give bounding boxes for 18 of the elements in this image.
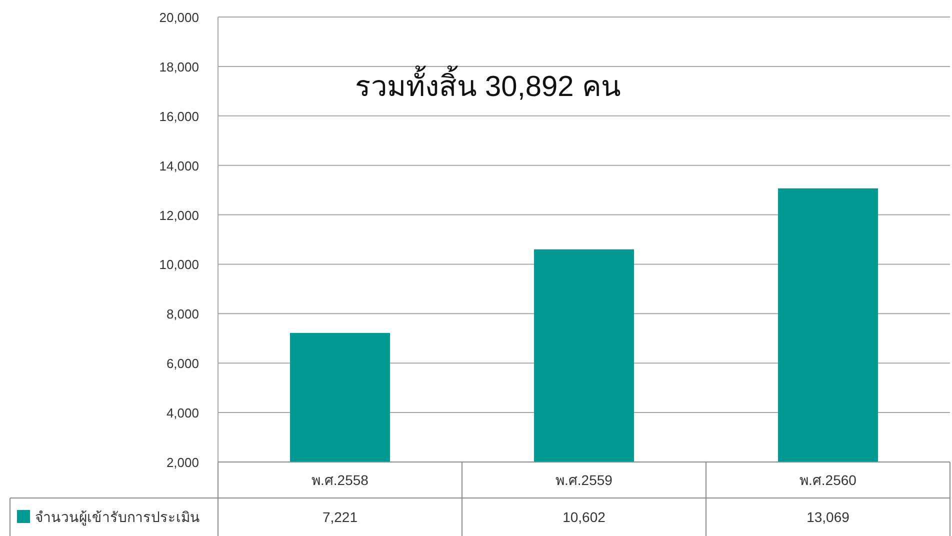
legend-label: จำนวนผู้เข้ารับการประเมิน	[35, 509, 200, 526]
y-tick-label: 20,000	[159, 10, 199, 25]
y-tick-label: 10,000	[159, 257, 199, 272]
y-tick-label: 18,000	[159, 59, 199, 74]
x-tick-label: พ.ศ.2559	[556, 472, 613, 488]
y-tick-label: 14,000	[159, 158, 199, 174]
y-tick-label: 6,000	[166, 356, 199, 372]
y-tick-label: 4,000	[166, 406, 199, 421]
y-tick-label: 8,000	[166, 306, 199, 322]
x-tick-label: พ.ศ.2560	[800, 472, 857, 488]
y-tick-label: 16,000	[159, 108, 199, 124]
y-tick-label: 2,000	[166, 455, 199, 470]
data-label: 10,602	[562, 509, 606, 525]
x-tick-label: พ.ศ.2558	[312, 472, 369, 488]
y-tick-label: 12,000	[159, 208, 199, 223]
text: รวมทั้งสิ้น 30,892 คน	[355, 65, 621, 103]
data-label: 7,221	[322, 509, 358, 525]
data-label: 13,069	[806, 509, 850, 525]
